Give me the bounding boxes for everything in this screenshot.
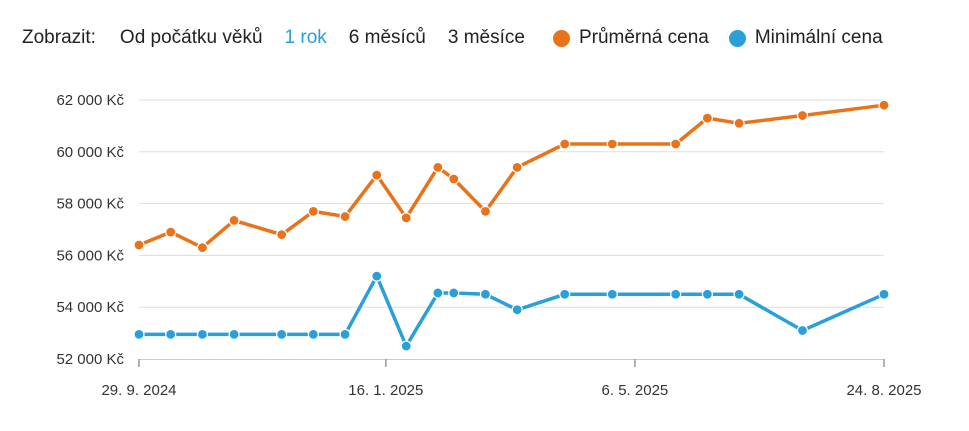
data-point-average	[511, 161, 523, 173]
data-point-minimum	[448, 287, 460, 299]
x-tick-label: 16. 1. 2025	[348, 382, 423, 399]
data-point-average	[133, 239, 145, 251]
data-point-minimum	[133, 328, 145, 340]
data-point-average	[339, 210, 351, 223]
data-point-minimum	[878, 288, 890, 300]
legend-dot-minimum	[728, 29, 746, 47]
data-point-average	[371, 169, 383, 181]
legend-item-average[interactable]: Průměrná cena	[552, 27, 709, 49]
data-point-minimum	[432, 287, 444, 299]
data-point-minimum	[479, 288, 492, 300]
series-layer	[133, 99, 890, 352]
x-tick-label: 6. 5. 2025	[602, 382, 669, 399]
data-point-minimum	[339, 328, 351, 340]
y-tick-label: 52 000 Kč	[56, 351, 124, 368]
x-tick-label: 24. 8. 2025	[846, 382, 921, 399]
series-line-minimum	[137, 274, 886, 348]
data-point-minimum	[733, 288, 745, 300]
data-point-average	[432, 161, 444, 173]
y-tick-label: 62 000 Kč	[56, 92, 124, 109]
data-point-average	[670, 138, 682, 150]
data-point-average	[733, 117, 745, 129]
chart-toolbar: Zobrazit: Od počátku věků 1 rok 6 měsíců…	[22, 24, 897, 52]
data-point-average	[276, 229, 288, 241]
series-line-average	[137, 103, 886, 250]
data-point-average	[559, 138, 571, 150]
data-point-average	[701, 112, 713, 124]
legend-item-minimum[interactable]: Minimální cena	[728, 27, 883, 49]
legend-dot-average	[552, 29, 570, 47]
data-point-minimum	[511, 304, 523, 316]
grid-layer	[139, 99, 884, 308]
data-point-average	[165, 226, 177, 238]
range-3-months-button[interactable]: 3 měsíce	[447, 27, 525, 48]
y-tick-label: 58 000 Kč	[56, 196, 124, 213]
axis-layer: 52 000 Kč 54 000 Kč 56 000 Kč 58 000 Kč 60 0…	[56, 92, 921, 399]
range-all-time-button[interactable]: Od počátku věků	[119, 27, 263, 48]
data-point-minimum	[307, 328, 319, 340]
data-point-average	[400, 212, 412, 224]
data-point-average	[796, 109, 809, 122]
data-point-minimum	[559, 288, 571, 300]
data-point-minimum	[701, 288, 713, 300]
data-point-average	[448, 173, 460, 185]
data-point-minimum	[196, 328, 209, 340]
data-point-average	[878, 99, 890, 111]
data-point-average	[228, 214, 240, 227]
data-point-minimum	[276, 328, 288, 340]
data-point-minimum	[165, 328, 177, 340]
range-1-year-button[interactable]: 1 rok	[284, 27, 327, 48]
x-tick-label: 29. 9. 2024	[101, 382, 176, 399]
show-label: Zobrazit:	[22, 27, 96, 48]
data-point-minimum	[371, 270, 383, 282]
data-point-minimum	[606, 288, 618, 300]
y-tick-label: 56 000 Kč	[56, 247, 124, 264]
legend-label-average: Průměrná cena	[578, 27, 709, 48]
range-6-months-button[interactable]: 6 měsíců	[348, 27, 426, 48]
legend-label-minimum: Minimální cena	[754, 27, 883, 48]
data-point-minimum	[670, 288, 682, 300]
y-tick-label: 60 000 Kč	[56, 144, 124, 161]
data-point-average	[479, 205, 492, 217]
data-point-average	[307, 205, 319, 217]
data-point-average	[196, 242, 209, 254]
data-point-average	[606, 138, 618, 150]
data-point-minimum	[400, 340, 412, 352]
y-tick-label: 54 000 Kč	[56, 299, 124, 316]
data-point-minimum	[228, 328, 240, 340]
data-point-minimum	[796, 324, 809, 337]
